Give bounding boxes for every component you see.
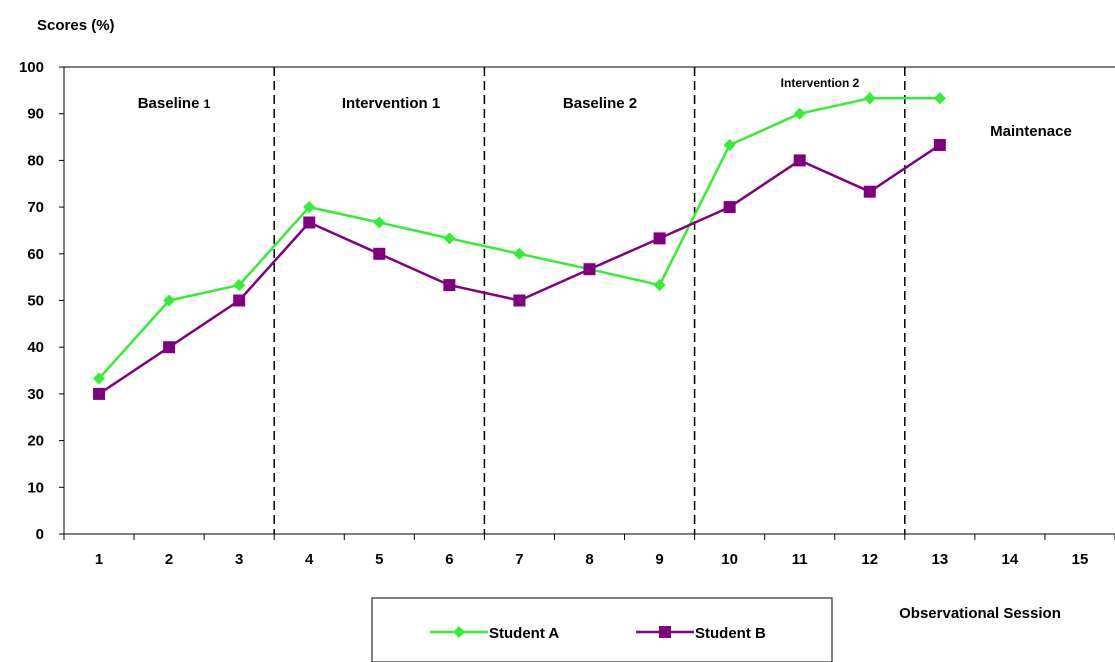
- data-point-student-b: [93, 387, 106, 400]
- phase-label-maintenance: Maintenace: [990, 123, 1072, 140]
- legend-marker-student-b: [659, 626, 671, 638]
- data-point-student-a: [373, 216, 386, 229]
- legend-item-student-b: Student B: [636, 625, 766, 642]
- x-tick-label: 10: [721, 551, 738, 568]
- x-tick-label: 14: [1002, 551, 1019, 568]
- y-tick-label: 90: [27, 106, 44, 123]
- data-point-student-a: [93, 372, 106, 385]
- data-point-student-b: [373, 247, 386, 260]
- data-point-student-b: [653, 232, 666, 245]
- legend-label-student-a: Student A: [489, 625, 559, 642]
- data-point-student-b: [863, 185, 876, 198]
- data-point-student-b: [933, 138, 946, 151]
- x-tick-label: 13: [931, 551, 948, 568]
- data-point-student-a: [793, 107, 806, 120]
- data-point-student-a: [163, 294, 176, 307]
- data-point-student-a: [653, 279, 666, 292]
- data-point-student-b: [723, 201, 736, 214]
- x-tick-label: 4: [305, 551, 314, 568]
- y-tick-label: 30: [27, 386, 44, 403]
- y-tick-label: 100: [19, 59, 44, 76]
- data-point-student-a: [303, 201, 316, 214]
- y-tick-label: 70: [27, 199, 44, 216]
- x-tick-label: 12: [861, 551, 878, 568]
- y-tick-label: 80: [27, 152, 44, 169]
- series-line-student-b: [98, 143, 941, 395]
- x-tick-label: 3: [235, 551, 243, 568]
- data-point-student-b: [513, 294, 526, 307]
- phase-label-baseline-2: Baseline 2: [563, 95, 637, 112]
- data-point-student-b: [163, 341, 176, 354]
- legend-item-student-a: Student A: [430, 625, 559, 642]
- data-point-student-a: [723, 138, 736, 151]
- y-tick-label: 0: [36, 526, 44, 543]
- series-line-student-a: [98, 97, 940, 380]
- legend-box: [371, 597, 833, 662]
- x-tick-label: 6: [445, 551, 453, 568]
- data-point-student-b: [233, 294, 246, 307]
- data-point-student-a: [513, 247, 526, 260]
- phase-label-baseline-1: Baseline 1: [138, 95, 211, 112]
- x-tick-label: 11: [792, 551, 808, 568]
- x-axis-title: Observational Session: [899, 605, 1061, 622]
- data-point-student-b: [443, 279, 456, 292]
- x-tick-label: 9: [655, 551, 663, 568]
- y-axis-title: Scores (%): [37, 17, 115, 34]
- data-point-student-a: [443, 232, 456, 245]
- y-tick-label: 40: [27, 339, 44, 356]
- legend-label-student-b: Student B: [695, 625, 766, 642]
- phase-label-intervention-2: Intervention 2: [781, 76, 860, 90]
- x-tick-label: 8: [585, 551, 593, 568]
- y-tick-label: 50: [27, 293, 44, 310]
- phase-label-intervention-1: Intervention 1: [342, 95, 440, 112]
- data-point-student-b: [303, 216, 316, 229]
- x-tick-label: 7: [515, 551, 523, 568]
- y-tick-label: 60: [27, 246, 44, 263]
- y-tick-label: 10: [27, 479, 44, 496]
- x-tick-label: 2: [165, 551, 173, 568]
- data-point-student-b: [583, 263, 596, 276]
- y-tick-label: 20: [27, 433, 44, 450]
- x-tick-label: 5: [375, 551, 383, 568]
- legend-marker-student-a: [453, 626, 465, 638]
- data-point-student-b: [793, 154, 806, 167]
- phase-labels: Baseline 1 Intervention 1 Baseline 2 Int…: [138, 76, 1072, 140]
- x-tick-label: 15: [1072, 551, 1089, 568]
- data-point-student-a: [933, 92, 946, 105]
- legend: Student A Student B: [371, 597, 833, 662]
- x-tick-label: 1: [95, 551, 103, 568]
- data-point-student-a: [233, 279, 246, 292]
- series-layer: [93, 92, 946, 400]
- phase-boundary-lines: [273, 67, 906, 534]
- data-point-student-a: [863, 92, 876, 105]
